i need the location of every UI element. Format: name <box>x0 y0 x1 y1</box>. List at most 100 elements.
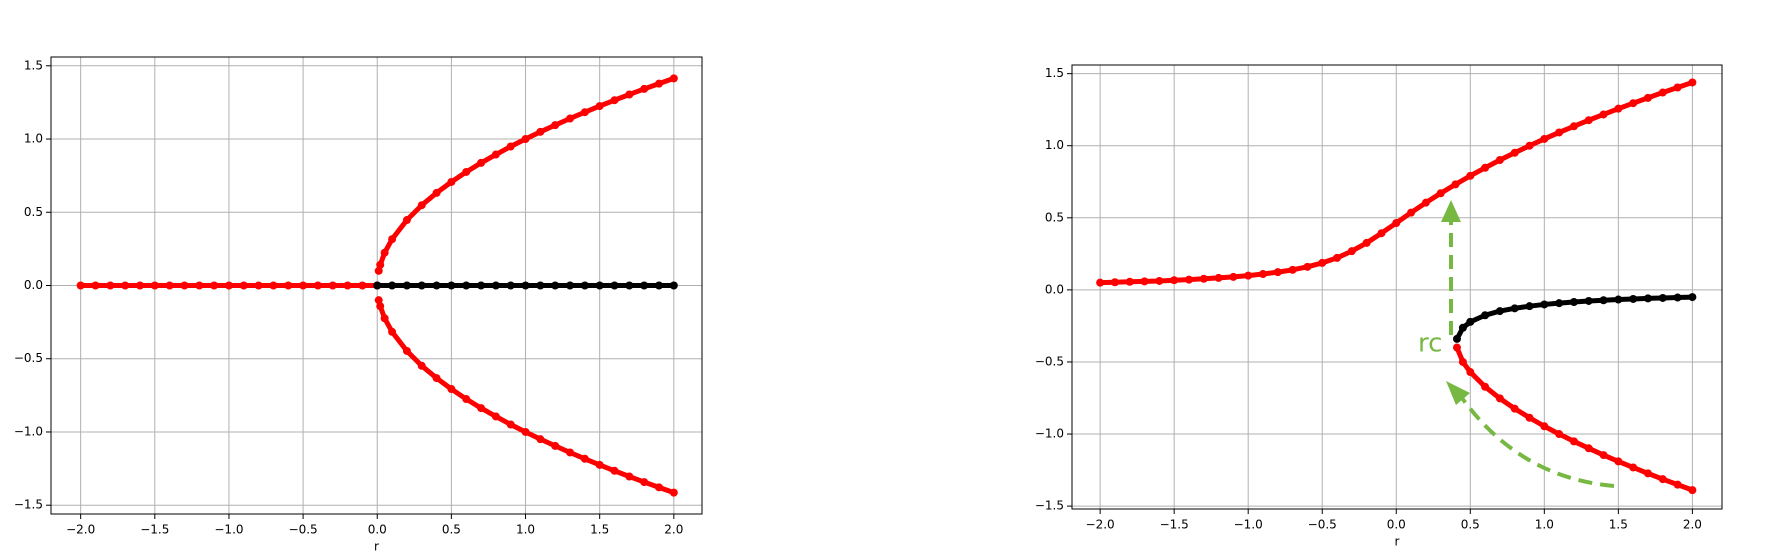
point <box>1184 275 1193 284</box>
y-tick-label: −1.5 <box>1035 499 1064 513</box>
point <box>1599 451 1608 460</box>
point <box>595 460 604 469</box>
point <box>402 346 411 355</box>
arrow-head <box>1446 381 1470 405</box>
point <box>210 281 219 290</box>
y-tick-label: 1.5 <box>1045 66 1064 80</box>
point <box>388 281 397 290</box>
point <box>150 281 159 290</box>
point <box>1540 300 1549 309</box>
point <box>1569 297 1578 306</box>
point <box>358 281 367 290</box>
point <box>462 167 471 176</box>
point <box>1525 413 1534 422</box>
arrow-head <box>1441 200 1461 222</box>
point <box>1229 272 1238 281</box>
point <box>1347 247 1356 256</box>
point <box>1555 430 1564 439</box>
plot-area <box>76 74 678 497</box>
point <box>506 281 515 290</box>
point <box>536 127 545 136</box>
y-tick-label: −1.0 <box>1035 427 1064 441</box>
point <box>1643 469 1652 478</box>
point <box>1658 475 1667 484</box>
point <box>1510 404 1519 413</box>
point <box>1495 155 1504 164</box>
y-tick-label: −0.5 <box>1035 354 1064 368</box>
y-tick-label: 0.5 <box>1045 210 1064 224</box>
point <box>506 142 515 151</box>
point <box>1540 134 1549 143</box>
point <box>1303 262 1312 271</box>
point <box>1540 422 1549 431</box>
point <box>625 281 634 290</box>
point <box>1599 296 1608 305</box>
point <box>1407 208 1416 217</box>
point <box>551 121 560 130</box>
point <box>521 135 530 144</box>
x-tick-label: 1.0 <box>1535 518 1554 532</box>
point <box>1451 180 1460 189</box>
point <box>462 395 471 404</box>
point <box>180 281 189 290</box>
x-axis-label: r <box>374 540 379 553</box>
point <box>566 281 575 290</box>
point <box>595 102 604 111</box>
point <box>76 281 85 290</box>
x-tick-label: 1.0 <box>516 523 535 537</box>
series-line <box>376 76 675 272</box>
point <box>640 478 649 487</box>
point <box>374 296 383 305</box>
point <box>195 281 204 290</box>
point <box>654 79 663 88</box>
point <box>388 327 397 336</box>
y-tick-label: 1.5 <box>24 58 43 72</box>
point <box>491 281 500 290</box>
point <box>1481 311 1490 320</box>
point <box>447 385 456 394</box>
point <box>521 427 530 436</box>
axes: −2.0 −1.5 −1.0 −0.5 0.0 0.5 1.0 1.5 2.0 −1.5 −1.0 −… <box>14 57 702 553</box>
point <box>625 90 634 99</box>
point <box>1362 238 1371 247</box>
point <box>1525 141 1534 150</box>
point <box>1170 276 1179 285</box>
x-tick-label: 1.5 <box>1609 518 1628 532</box>
x-tick-label: 0.0 <box>1387 518 1406 532</box>
point <box>224 281 233 290</box>
point <box>417 201 426 210</box>
point <box>669 281 678 290</box>
x-tick-label: −1.0 <box>214 523 243 537</box>
point <box>121 281 130 290</box>
point <box>1110 278 1119 287</box>
series-line <box>376 299 675 495</box>
point <box>1481 163 1490 172</box>
point <box>106 281 115 290</box>
point <box>417 361 426 370</box>
point <box>1688 78 1697 87</box>
axes: −2.0 −1.5 −1.0 −0.5 0.0 0.5 1.0 1.5 2.0 −1.5 −1.0 −… <box>1035 65 1722 549</box>
point <box>374 266 383 275</box>
point <box>1658 88 1667 97</box>
point <box>1599 110 1608 119</box>
x-tick-label: 2.0 <box>664 523 683 537</box>
point <box>506 420 515 429</box>
point <box>1466 368 1475 377</box>
y-tick-label: −0.5 <box>14 351 43 365</box>
point <box>417 281 426 290</box>
point <box>284 281 293 290</box>
point <box>380 314 389 323</box>
point <box>1658 293 1667 302</box>
point <box>1199 274 1208 283</box>
point <box>380 248 389 257</box>
point <box>1466 171 1475 180</box>
axes-frame <box>50 56 703 515</box>
point <box>1688 486 1697 495</box>
x-tick-label: −1.5 <box>1160 518 1189 532</box>
y-tick-label: 0.0 <box>1045 282 1064 296</box>
point <box>1510 148 1519 157</box>
x-tick-label: −1.0 <box>1234 518 1263 532</box>
point <box>1318 258 1327 267</box>
arrow-curve <box>1460 396 1615 488</box>
